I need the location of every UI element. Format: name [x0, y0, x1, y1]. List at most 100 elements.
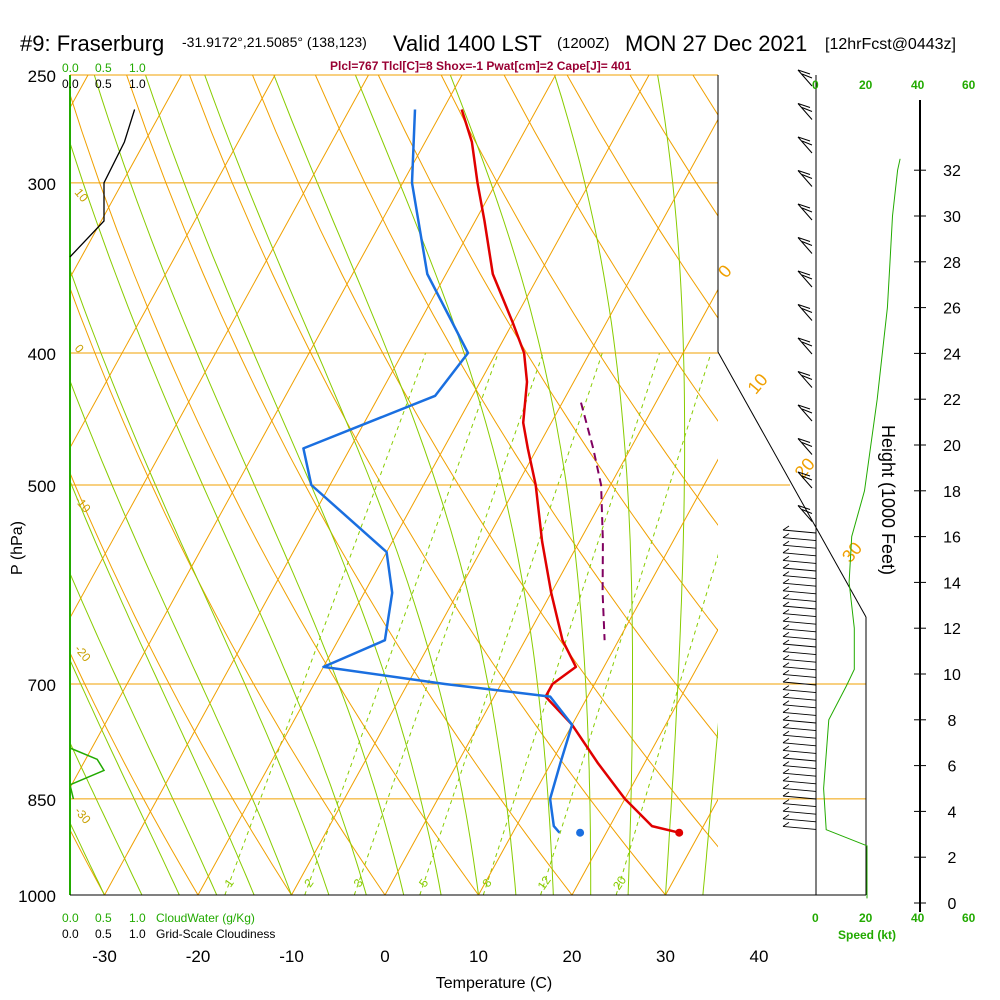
pressure-tick-label: 700: [28, 676, 56, 695]
wind-barb: [782, 590, 817, 595]
wind-barb: [782, 810, 817, 815]
wind-barb-flag: [782, 753, 790, 759]
speed-bottom-tick-0: 0: [812, 911, 819, 925]
height-tick-label: 22: [943, 392, 961, 409]
wind-barb: [782, 529, 817, 534]
wind-barb: [782, 749, 817, 754]
left-isotherm-label: -30: [72, 804, 94, 827]
left-isotherm-label: 10: [72, 186, 92, 205]
moist-adiabat-line: [70, 268, 330, 895]
mixing-ratio-label: 12: [535, 873, 554, 892]
wind-barb: [797, 371, 813, 388]
wind-barb: [782, 635, 817, 640]
mixing-ratio-line: [304, 352, 499, 895]
wind-speed-line: [823, 158, 901, 899]
wind-barb: [782, 620, 817, 625]
moist-adiabat-line: [70, 658, 180, 895]
wind-barb-flag: [782, 533, 790, 538]
station-title: #9: Fraserburg: [20, 31, 164, 56]
wind-barb-flag: [797, 505, 811, 510]
wind-barb: [782, 818, 817, 823]
wind-barb: [782, 651, 817, 656]
wind-barb: [782, 696, 817, 701]
wind-barb-flag: [782, 784, 790, 789]
wind-barb-flag: [801, 274, 813, 280]
series-parcel-line: [580, 402, 606, 641]
pressure-tick-label: 300: [28, 175, 56, 194]
left-isotherm-label: -20: [72, 642, 94, 665]
wind-barb-flag: [782, 692, 790, 698]
moist-adiabat-line: [354, 75, 554, 895]
cloudwater-label: CloudWater (g/Kg): [156, 911, 255, 925]
wind-barb-flag: [797, 203, 811, 209]
wind-barb-flag: [797, 471, 811, 477]
moist-adiabat-line: [449, 75, 592, 895]
cl-bottom-tick-1: 0.5: [95, 927, 112, 941]
dry-adiabat-line: [0, 75, 11, 895]
forecast-date: MON 27 Dec 2021: [625, 31, 807, 56]
moist-adiabat-line: [70, 141, 367, 895]
wind-barb-flag: [782, 540, 790, 546]
height-tick-label: 6: [948, 759, 957, 776]
cloudwater-scale-bottom: 0.0 0.5 1.0 CloudWater (g/Kg) 0.0 0.5 1.…: [62, 911, 275, 941]
valid-time: Valid 1400 LST: [393, 31, 542, 56]
speed-top-tick-2: 40: [911, 78, 925, 92]
pressure-tick-label: 1000: [18, 887, 56, 906]
height-tick-label: 8: [948, 713, 957, 730]
wind-barb: [797, 404, 813, 422]
mixing-ratio-line: [224, 352, 427, 895]
dry-adiabat-line: [440, 75, 718, 526]
wind-barb-flag: [797, 170, 811, 175]
wind-barb-flag: [797, 103, 811, 108]
speed-scale-top: 0 20 40 60: [812, 78, 976, 92]
surface-temperature-marker: [675, 828, 684, 837]
wind-barb-flag: [782, 799, 790, 804]
wind-barb-flag: [801, 475, 813, 481]
dry-adiabat-line: [314, 75, 718, 739]
wind-barb: [797, 270, 813, 288]
wind-barb-flag: [797, 371, 811, 376]
wind-barb-flag: [797, 69, 811, 75]
mixing-ratio-label: 1: [222, 876, 237, 890]
wind-barb: [782, 605, 817, 610]
height-axis-label: Height (1000 Feet): [878, 425, 898, 575]
height-tick-label: 14: [943, 575, 961, 592]
wind-barb: [782, 544, 817, 549]
isotherm-label: 0: [714, 261, 736, 282]
height-tick-label: 18: [943, 484, 961, 501]
wind-barb: [782, 567, 817, 572]
height-tick-label: 16: [943, 530, 961, 547]
wind-barb: [782, 719, 817, 724]
wind-barb-flag: [797, 304, 811, 309]
params-line: Plcl=767 Tlcl[C]=8 Shox=-1 Pwat[cm]=2 Ca…: [330, 59, 631, 73]
mixing-ratio-label: 2: [301, 876, 316, 890]
wind-barb-flag: [782, 723, 790, 728]
left-isotherm-label: -10: [72, 493, 94, 516]
wind-barb: [797, 69, 813, 87]
wind-barb: [797, 103, 813, 120]
wind-barb-flag: [782, 578, 790, 584]
wind-barb-flag: [782, 685, 790, 690]
wind-barb: [782, 613, 817, 618]
wind-barb-flag: [782, 556, 790, 561]
y-axis-label: P (hPa): [9, 521, 26, 575]
wind-barb: [782, 780, 817, 785]
wind-barb: [797, 170, 813, 187]
dry-adiabat-line: [882, 75, 1000, 895]
wind-barbs: [782, 69, 817, 830]
wind-barb-flag: [782, 768, 790, 774]
wind-barb-flag: [797, 136, 811, 142]
isotherm-labels: 0 10 20 30 10 0 -10 -20 -30: [72, 186, 866, 827]
wind-barb-flag: [782, 738, 790, 744]
dry-adiabat-line: [252, 75, 718, 848]
speed-top-tick-0: 0: [812, 78, 819, 92]
wind-barb-flag: [782, 624, 790, 630]
temperature-tick-label: 30: [656, 947, 675, 966]
wind-barb-flag: [782, 761, 790, 766]
speed-top-tick-1: 20: [859, 78, 873, 92]
cl-bottom-tick-2: 1.0: [129, 927, 146, 941]
mixing-ratio-lines: [224, 352, 718, 895]
wind-barb: [782, 643, 817, 648]
wind-barb-flag: [782, 708, 790, 713]
